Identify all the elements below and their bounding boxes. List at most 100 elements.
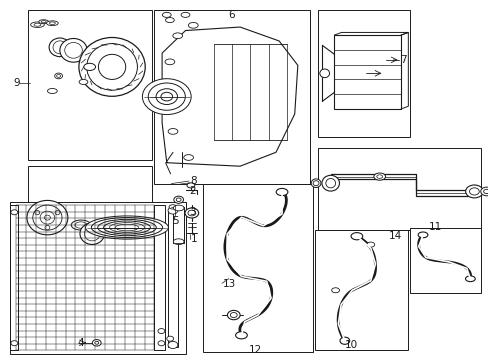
Ellipse shape (172, 33, 182, 39)
Bar (203, 184, 312, 352)
Ellipse shape (95, 341, 99, 344)
Ellipse shape (98, 54, 125, 80)
Ellipse shape (169, 205, 177, 209)
Ellipse shape (46, 21, 58, 26)
Bar (317, 10, 409, 137)
Ellipse shape (183, 155, 193, 160)
Ellipse shape (109, 222, 144, 233)
Ellipse shape (79, 80, 88, 85)
Bar (27, 166, 152, 289)
Ellipse shape (331, 288, 339, 293)
Text: 5: 5 (172, 216, 178, 226)
Ellipse shape (83, 63, 95, 71)
Ellipse shape (47, 89, 57, 94)
Ellipse shape (276, 188, 287, 195)
Ellipse shape (373, 173, 385, 180)
Text: 7: 7 (400, 55, 407, 65)
Text: 11: 11 (428, 222, 441, 231)
Ellipse shape (325, 179, 335, 188)
Ellipse shape (39, 20, 48, 24)
Ellipse shape (115, 224, 139, 231)
Ellipse shape (164, 59, 174, 65)
Ellipse shape (417, 232, 427, 238)
Bar (317, 148, 480, 230)
Text: 8: 8 (189, 176, 196, 186)
Ellipse shape (41, 21, 46, 23)
Ellipse shape (158, 341, 164, 346)
Ellipse shape (312, 181, 318, 186)
Text: 6: 6 (227, 10, 234, 20)
Ellipse shape (310, 179, 320, 188)
Ellipse shape (64, 42, 82, 58)
Bar (409, 228, 480, 293)
Bar (173, 207, 183, 243)
Ellipse shape (80, 223, 104, 244)
Ellipse shape (91, 217, 162, 238)
Ellipse shape (465, 185, 482, 198)
Ellipse shape (339, 337, 349, 344)
Ellipse shape (98, 219, 156, 236)
Text: 10: 10 (345, 340, 358, 350)
Ellipse shape (79, 37, 145, 96)
Ellipse shape (84, 226, 100, 241)
Ellipse shape (49, 22, 55, 24)
Ellipse shape (92, 339, 101, 346)
Ellipse shape (168, 341, 178, 348)
Ellipse shape (181, 12, 189, 17)
Ellipse shape (188, 22, 198, 28)
Ellipse shape (11, 210, 18, 215)
Ellipse shape (168, 207, 178, 214)
Ellipse shape (376, 175, 382, 179)
Text: 2: 2 (189, 186, 196, 196)
Bar (27, 10, 152, 160)
Ellipse shape (321, 175, 339, 191)
Ellipse shape (176, 198, 181, 202)
Ellipse shape (235, 332, 247, 339)
Ellipse shape (40, 211, 55, 224)
Ellipse shape (75, 222, 87, 228)
Bar (10, 205, 18, 350)
Text: 14: 14 (388, 231, 402, 240)
Bar (154, 205, 165, 350)
Ellipse shape (103, 221, 150, 234)
Ellipse shape (60, 39, 87, 62)
Ellipse shape (165, 18, 174, 23)
Ellipse shape (44, 215, 50, 220)
Ellipse shape (53, 41, 66, 54)
Ellipse shape (162, 12, 171, 17)
Text: 9: 9 (13, 78, 20, 88)
Bar (315, 230, 407, 350)
Ellipse shape (173, 239, 183, 244)
Ellipse shape (148, 83, 185, 110)
Text: 1: 1 (190, 234, 197, 244)
Ellipse shape (186, 183, 194, 188)
Ellipse shape (465, 276, 474, 282)
Ellipse shape (86, 44, 137, 90)
Text: 3: 3 (189, 207, 196, 217)
Ellipse shape (33, 205, 62, 230)
Ellipse shape (55, 73, 62, 79)
Ellipse shape (480, 187, 488, 196)
Ellipse shape (166, 336, 173, 341)
Ellipse shape (85, 216, 168, 239)
Ellipse shape (71, 220, 91, 230)
Ellipse shape (142, 79, 191, 114)
Ellipse shape (173, 205, 183, 211)
Ellipse shape (49, 38, 70, 57)
Ellipse shape (187, 210, 195, 216)
Ellipse shape (161, 92, 172, 101)
Text: 12: 12 (248, 345, 262, 355)
Ellipse shape (173, 196, 183, 203)
Text: 13: 13 (222, 279, 235, 289)
Bar (154, 10, 310, 184)
Ellipse shape (27, 201, 68, 235)
Ellipse shape (156, 89, 177, 104)
Ellipse shape (35, 211, 40, 215)
Ellipse shape (11, 341, 18, 346)
Ellipse shape (366, 242, 374, 247)
Ellipse shape (184, 208, 198, 218)
Bar (168, 209, 178, 347)
Ellipse shape (57, 75, 61, 77)
Bar (10, 202, 185, 354)
Ellipse shape (31, 22, 44, 27)
